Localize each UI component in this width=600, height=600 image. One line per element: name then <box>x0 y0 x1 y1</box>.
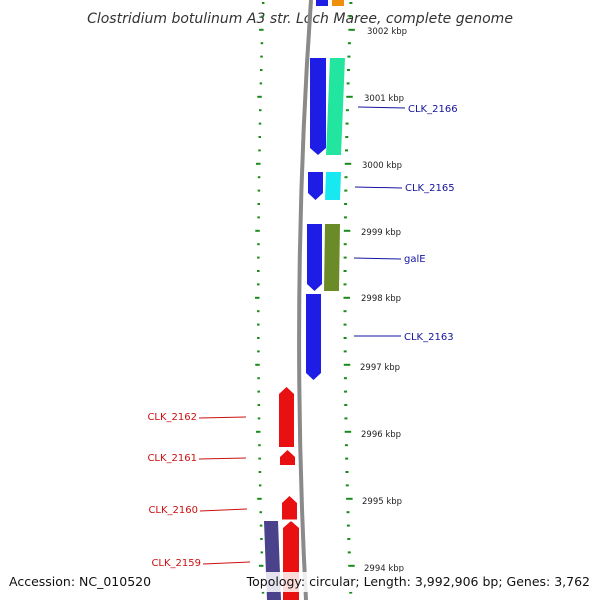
cog-block-clk-2166 <box>326 58 345 155</box>
gene-arrow-clk-2162 <box>279 387 294 447</box>
gene-label-clk-2166[interactable]: CLK_2166 <box>408 104 458 115</box>
gene-arrow-clk-2165 <box>308 172 323 200</box>
gene-arrow-clk-2166 <box>310 58 326 155</box>
gene-arrow-clk-2163 <box>306 294 321 380</box>
gene-arrow-clk-2161 <box>280 450 295 465</box>
cog-block-clk-2165 <box>325 172 341 200</box>
topology-text: Topology: circular; Length: 3,992,906 bp… <box>246 574 590 589</box>
map-title: Clostridium botulinum A3 str. Loch Maree… <box>87 11 513 27</box>
gene-label-clk-2160[interactable]: CLK_2160 <box>148 505 198 516</box>
gene-label-clk-2161[interactable]: CLK_2161 <box>147 453 197 464</box>
leader-line <box>357 106 406 109</box>
kbp-label: 2994 kbp <box>364 564 404 574</box>
kbp-label: 2996 kbp <box>361 430 401 440</box>
kbp-label: 2995 kbp <box>362 497 402 507</box>
kbp-label: 2997 kbp <box>360 363 400 373</box>
leader-line <box>199 508 248 512</box>
gene-label-gale[interactable]: galE <box>404 254 426 265</box>
kbp-labels: 3002 kbp 3001 kbp 3000 kbp 2999 kbp 2998… <box>360 27 407 574</box>
cog-block-gale <box>324 224 340 291</box>
gene-arrow-clk-2160 <box>282 496 297 520</box>
leader-line <box>202 561 251 565</box>
kbp-label: 3001 kbp <box>364 94 404 104</box>
kbp-label: 2998 kbp <box>361 294 401 304</box>
cog-block-partial <box>332 0 344 6</box>
gene-label-clk-2163[interactable]: CLK_2163 <box>404 332 454 343</box>
kbp-label: 3000 kbp <box>362 161 402 171</box>
reverse-gene-labels: CLK_2162 CLK_2161 CLK_2160 CLK_2159 <box>147 412 251 569</box>
kbp-label: 2999 kbp <box>361 228 401 238</box>
kbp-label: 3002 kbp <box>367 27 407 37</box>
gene-label-clk-2162[interactable]: CLK_2162 <box>147 412 197 423</box>
footer-backdrop <box>0 572 600 592</box>
gene-arrow-gale <box>307 224 322 291</box>
gene-label-clk-2165[interactable]: CLK_2165 <box>405 183 455 194</box>
accession-text: Accession: NC_010520 <box>9 574 151 589</box>
leader-line <box>198 416 247 419</box>
genome-backbone <box>297 0 313 600</box>
gene-arrow-partial <box>316 0 328 6</box>
scale-ticks <box>255 2 355 594</box>
forward-gene-labels: CLK_2166 CLK_2165 galE CLK_2163 <box>353 104 458 343</box>
leader-line <box>198 457 247 460</box>
leader-line <box>354 186 403 189</box>
gene-label-clk-2159[interactable]: CLK_2159 <box>151 558 201 569</box>
leader-line <box>353 257 402 260</box>
